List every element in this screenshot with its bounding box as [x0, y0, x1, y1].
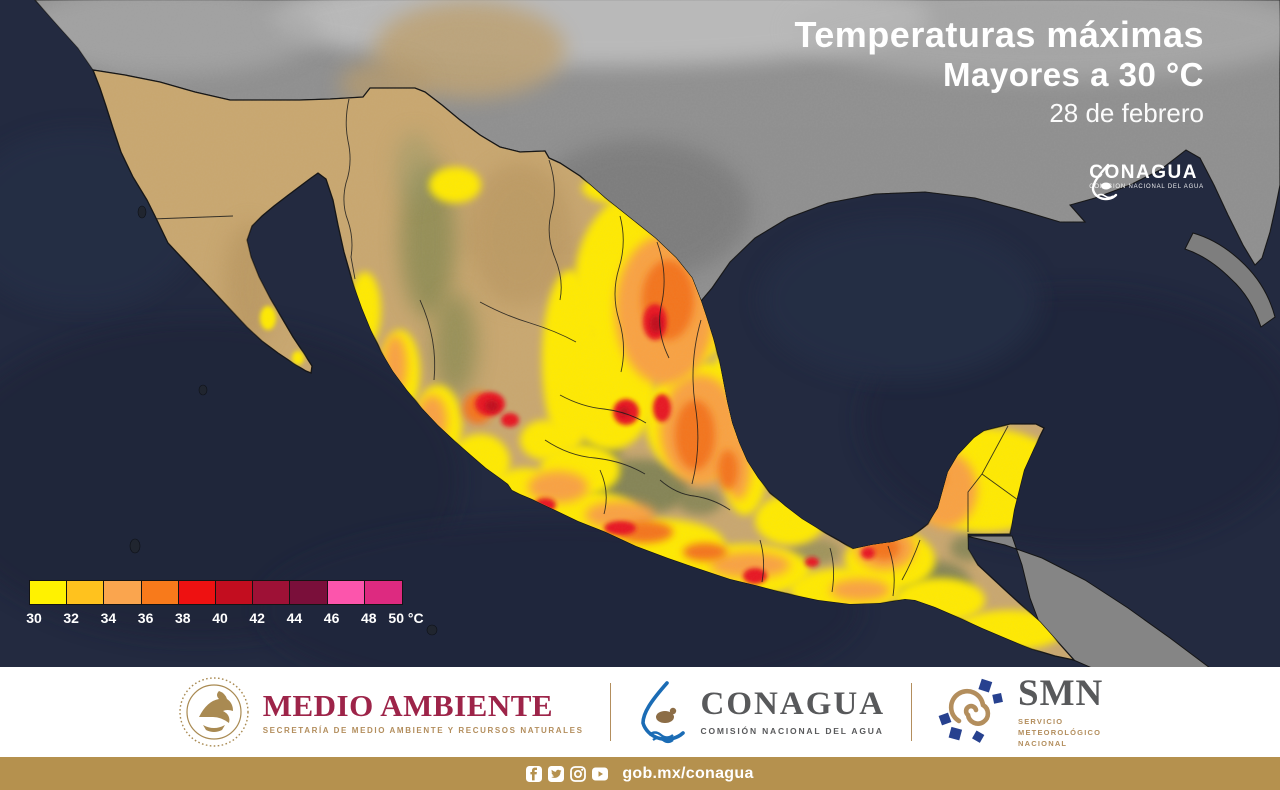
- legend-label: 34: [100, 610, 117, 626]
- cuba-landmass: [1184, 232, 1276, 328]
- smn-subtitle-2: METEOROLÓGICO: [1018, 727, 1102, 737]
- smn-subtitle-1: SERVICIO: [1018, 716, 1064, 726]
- smn-title: SMN: [1018, 672, 1104, 714]
- legend-swatch: [253, 581, 291, 604]
- conagua-drop-icon: [640, 681, 685, 744]
- medio-ambiente-title: MEDIO AMBIENTE: [262, 687, 554, 723]
- instagram-icon: [570, 765, 587, 782]
- title-line1: Temperaturas máximas: [794, 14, 1204, 55]
- mexico-seal-icon: [179, 677, 249, 747]
- legend-label: 48: [361, 610, 377, 626]
- legend-label: 40: [212, 610, 228, 626]
- map-title: Temperaturas máximas Mayores a 30 °C 28 …: [794, 14, 1204, 129]
- conagua-watermark: CONAGUA COMISIÓN NACIONAL DEL AGUA: [1089, 162, 1204, 201]
- legend-label: 32: [63, 610, 79, 626]
- legend-label: 42: [249, 610, 265, 626]
- legend-swatch: [178, 581, 216, 604]
- legend-label: 50 °C: [388, 610, 424, 626]
- islands: [129, 205, 438, 636]
- legend-swatches: [29, 580, 403, 605]
- map-date: 28 de febrero: [1049, 98, 1204, 129]
- legend-swatch: [327, 581, 365, 604]
- bottom-bar: gob.mx/conagua: [0, 757, 1280, 790]
- footer-divider-2: [911, 683, 913, 741]
- facebook-icon: [526, 765, 543, 782]
- legend-label: 46: [323, 610, 340, 626]
- legend-swatch: [67, 581, 105, 604]
- legend-swatch: [141, 581, 179, 604]
- legend-swatch: [215, 581, 254, 604]
- conagua-drop-icon-white: [1092, 163, 1118, 201]
- footer-divider: [609, 683, 611, 741]
- footer: MEDIO AMBIENTE SECRETARÍA DE MEDIO AMBIE…: [0, 667, 1280, 757]
- twitter-icon: [548, 765, 565, 782]
- conagua-title: CONAGUA: [700, 686, 886, 722]
- social-icons: [526, 765, 609, 782]
- smn-subtitle-3: NACIONAL: [1018, 739, 1068, 749]
- conagua-logo: CONAGUA COMISIÓN NACIONAL DEL AGUA: [637, 680, 886, 744]
- legend-swatch: [30, 581, 68, 604]
- legend-label: 44: [286, 610, 303, 626]
- legend-label: 38: [175, 610, 191, 626]
- legend-swatch: [364, 581, 402, 604]
- gob-mx-url: gob.mx/conagua: [622, 764, 754, 782]
- weather-map: Temperaturas máximas Mayores a 30 °C 28 …: [0, 0, 1280, 667]
- legend-swatch: [104, 581, 142, 604]
- conagua-subtitle: COMISIÓN NACIONAL DEL AGUA: [700, 726, 884, 736]
- medio-ambiente-subtitle: SECRETARÍA DE MEDIO AMBIENTE Y RECURSOS …: [262, 725, 584, 735]
- medio-ambiente-logo: MEDIO AMBIENTE SECRETARÍA DE MEDIO AMBIE…: [177, 675, 584, 749]
- central-america-landmass: [965, 535, 1210, 667]
- legend-label: 36: [137, 610, 154, 626]
- legend-swatch: [290, 581, 328, 604]
- watermark-subtitle: COMISIÓN NACIONAL DEL AGUA: [1089, 184, 1204, 190]
- legend-label: 30: [26, 610, 42, 626]
- watermark-name: CONAGUA: [1089, 162, 1198, 183]
- youtube-icon: [592, 767, 609, 780]
- temperature-legend: 30 32 34 36 38 40 42 44 46 48 50 °C: [26, 580, 424, 628]
- smn-spiral-icon: [938, 678, 1003, 743]
- legend-labels: 30 32 34 36 38 40 42 44 46 48 50 °C: [26, 610, 423, 628]
- smn-logo: SMN SERVICIO METEOROLÓGICO NACIONAL: [938, 675, 1103, 750]
- mexico-map-graphic: [0, 0, 1280, 667]
- title-line2: Mayores a 30 °C: [943, 56, 1204, 94]
